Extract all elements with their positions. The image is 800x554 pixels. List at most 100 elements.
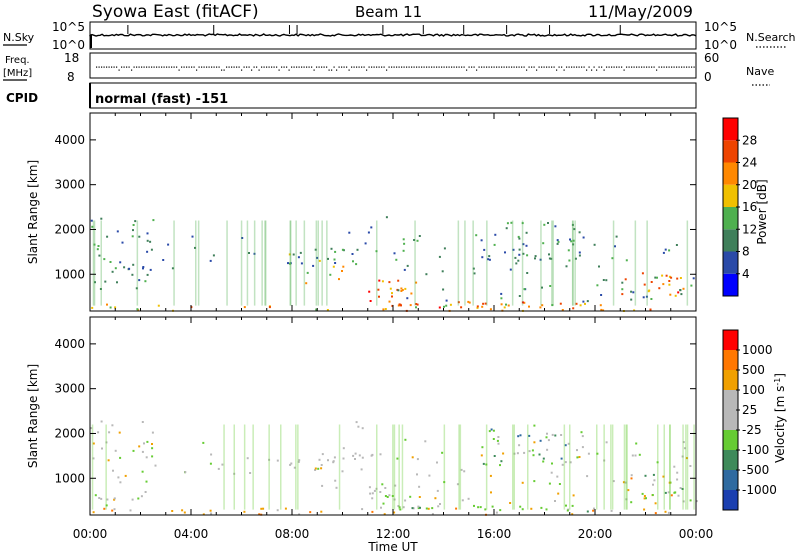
freq-point <box>363 66 365 68</box>
freq-point <box>646 66 648 68</box>
range-gate-cell <box>545 508 548 511</box>
vertical-streak <box>393 424 396 510</box>
freq-point <box>123 66 125 68</box>
range-gate-cell <box>99 288 102 290</box>
range-gate-cell <box>181 509 184 512</box>
range-gate-cell <box>572 494 575 497</box>
range-gate-cell <box>399 303 402 306</box>
freq-point <box>161 66 163 68</box>
vertical-streak <box>240 220 243 306</box>
range-gate-cell <box>573 228 576 231</box>
vertical-streak <box>486 220 488 306</box>
freq-point <box>268 66 270 68</box>
freq-point <box>673 66 675 68</box>
range-gate-cell <box>598 265 600 268</box>
freq-point <box>631 66 633 68</box>
nsky-tick-top: 10^5 <box>52 20 85 34</box>
range-gate-cell <box>494 233 497 236</box>
range-gate-cell <box>111 424 114 427</box>
freq-point <box>371 66 373 68</box>
freq-point <box>221 69 223 71</box>
range-gate-cell <box>338 278 340 281</box>
freq-point <box>428 66 430 68</box>
freq-point <box>501 66 503 68</box>
freq-point <box>511 66 513 68</box>
range-gate-cell <box>341 470 344 473</box>
range-gate-cell <box>427 507 430 510</box>
range-gate-cell <box>241 237 244 239</box>
range-gate-cell <box>480 239 483 242</box>
range-gate-cell <box>682 441 685 444</box>
range-gate-cell <box>428 474 431 477</box>
range-gate-cell <box>92 442 95 445</box>
range-gate-cell <box>483 248 486 251</box>
freq-point <box>378 66 380 68</box>
freq-point <box>418 66 420 68</box>
range-gate-cell <box>472 267 475 270</box>
vertical-streak <box>552 220 554 306</box>
range-gate-cell <box>143 442 145 445</box>
range-gate-cell <box>171 267 174 270</box>
range-gate-cell <box>635 442 638 445</box>
range-gate-cell <box>388 494 391 497</box>
velocity-heatmap <box>90 420 698 516</box>
range-gate-cell <box>289 262 291 265</box>
range-gate-cell <box>518 253 521 256</box>
range-gate-cell <box>561 463 564 466</box>
range-gate-cell <box>500 303 503 306</box>
freq-point <box>146 66 148 68</box>
colorbar-tick-label: 12 <box>742 222 757 236</box>
freq-point <box>573 66 575 68</box>
range-gate-cell <box>352 454 355 457</box>
range-gate-cell <box>455 507 458 510</box>
freq-point <box>538 66 540 68</box>
freq-point <box>201 66 203 68</box>
freq-point <box>526 69 528 71</box>
range-gate-cell <box>119 456 122 459</box>
colorbar-tick-label: -100 <box>742 443 769 457</box>
range-gate-cell <box>586 475 589 478</box>
range-gate-cell <box>434 497 437 500</box>
range-gate-cell <box>98 254 101 257</box>
range-gate-cell <box>297 460 300 463</box>
range-gate-cell <box>522 243 525 246</box>
range-gate-cell <box>152 219 155 222</box>
range-gate-cell <box>689 465 692 467</box>
vertical-streak <box>457 220 460 306</box>
range-gate-cell <box>142 266 145 268</box>
freq-point <box>103 66 105 68</box>
velocity-y-axis-title: Slant Range [km] <box>26 364 40 468</box>
range-gate-cell <box>650 298 653 300</box>
freq-point <box>366 69 368 71</box>
range-gate-cell <box>652 473 655 476</box>
vertical-streak <box>93 220 96 306</box>
range-gate-cell <box>409 304 412 307</box>
freq-point <box>693 66 695 68</box>
range-gate-cell <box>548 253 550 256</box>
vertical-streak <box>100 220 102 306</box>
range-gate-cell <box>534 255 537 258</box>
freq-point <box>323 66 325 68</box>
range-gate-cell <box>612 480 615 483</box>
freq-point <box>313 69 315 71</box>
range-gate-cell <box>518 444 521 447</box>
range-gate-cell <box>548 482 551 485</box>
vertical-streak <box>625 424 627 510</box>
range-gate-cell <box>546 448 549 451</box>
range-gate-cell <box>610 509 613 512</box>
freq-point <box>603 69 605 71</box>
range-gate-cell <box>436 461 438 464</box>
freq-point <box>671 66 673 68</box>
range-gate-cell <box>381 483 384 486</box>
range-gate-cell <box>109 306 112 309</box>
freq-point <box>216 66 218 68</box>
range-gate-cell <box>342 457 345 460</box>
range-gate-cell <box>488 255 491 258</box>
freq-point <box>228 66 230 68</box>
range-gate-cell <box>361 508 364 511</box>
freq-point <box>303 66 305 68</box>
range-gate-cell <box>677 291 680 294</box>
range-gate-cell <box>146 239 149 242</box>
freq-point <box>686 66 688 68</box>
range-gate-cell <box>183 511 186 514</box>
